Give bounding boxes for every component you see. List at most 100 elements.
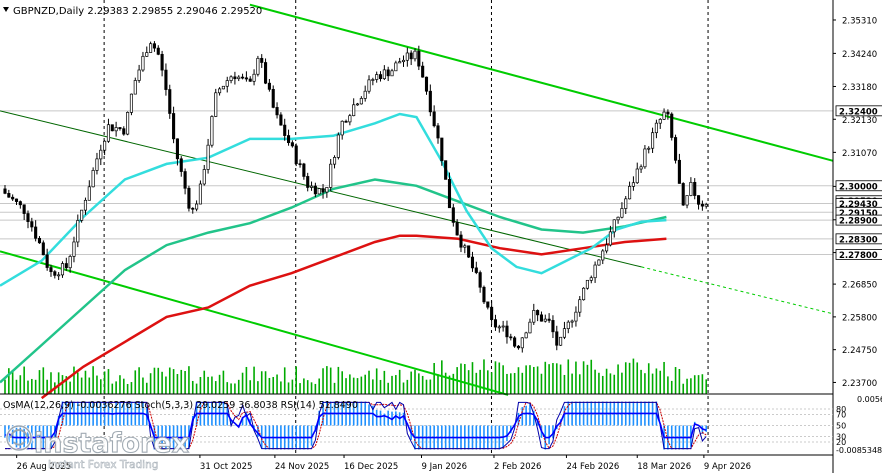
osma-min-label: -0.0085348 — [836, 446, 882, 455]
candle-body — [700, 203, 704, 207]
candle-body — [551, 320, 555, 333]
candle-body — [386, 69, 390, 77]
candle-body — [183, 171, 187, 189]
price-tick-label: 2.33180 — [842, 83, 877, 93]
candle-body — [516, 345, 521, 349]
date-tick-label: 26 Aug 2025 — [17, 462, 71, 472]
candle-body — [160, 53, 164, 71]
mid-moving-average-line — [0, 178, 667, 384]
candle-body — [451, 207, 455, 223]
candle-body — [440, 137, 444, 162]
candle-body — [198, 183, 202, 205]
candle-body — [562, 328, 566, 338]
candle-body — [658, 118, 662, 124]
candle-body — [202, 169, 206, 185]
candle-body — [103, 140, 107, 151]
candle-body — [612, 219, 616, 233]
candle-body — [382, 69, 386, 80]
candle-body — [332, 157, 337, 165]
date-tick-label: 18 Mar 2026 — [637, 462, 691, 472]
price-tick-label: 2.34240 — [842, 50, 877, 60]
candle-body — [559, 336, 563, 346]
candle-body — [597, 259, 601, 266]
candle-body — [110, 124, 114, 132]
candle-body — [375, 74, 379, 80]
candle-body — [30, 221, 34, 228]
candle-body — [294, 145, 298, 165]
date-tick-label: 2 Feb 2026 — [494, 462, 542, 472]
candle-body — [60, 263, 65, 276]
candle-body — [474, 267, 478, 273]
candle-body — [175, 138, 179, 160]
candle-body — [566, 321, 570, 330]
candle-body — [555, 331, 559, 346]
candle-body — [677, 159, 681, 184]
candle-body — [524, 332, 528, 339]
candle-body — [57, 274, 61, 277]
candle-body — [486, 301, 490, 308]
candle-body — [371, 79, 375, 81]
level-tag-label: 2.29150 — [839, 209, 878, 219]
level-tag-label: 2.29430 — [839, 200, 878, 210]
candle-body — [298, 163, 302, 166]
candle-body — [424, 76, 429, 92]
candle-body — [620, 208, 624, 218]
candle-body — [283, 124, 287, 136]
price-tick-label: 2.31070 — [842, 149, 877, 159]
candle-body — [271, 88, 275, 108]
candle-body — [336, 134, 340, 158]
candle-body — [95, 158, 99, 171]
candle-body — [635, 168, 639, 184]
candle-body — [578, 299, 582, 313]
volume-bars — [4, 358, 708, 394]
candle-body — [398, 61, 402, 64]
candle-body — [432, 111, 436, 127]
candle-body — [470, 256, 475, 269]
candle-body — [493, 319, 498, 328]
candle-body — [302, 163, 306, 177]
candle-body — [187, 187, 191, 209]
candle-body — [467, 245, 471, 258]
candle-body — [152, 43, 156, 49]
candle-body — [237, 76, 241, 80]
candle-body — [490, 306, 494, 320]
candle-body — [279, 114, 283, 126]
candle-body — [87, 186, 91, 201]
candle-body — [601, 250, 605, 261]
date-tick-label: 9 Jan 2026 — [421, 462, 467, 472]
candle-body — [654, 122, 658, 134]
level-tag-label: 2.32400 — [839, 107, 878, 117]
candle-body — [321, 188, 325, 193]
candle-body — [359, 98, 363, 105]
header: GBPNZD,Daily 2.29383 2.29855 2.29046 2.2… — [3, 6, 358, 411]
candle-body — [99, 149, 103, 160]
candle-body — [390, 70, 394, 77]
candle-body — [666, 111, 670, 115]
candle-body — [218, 88, 222, 94]
candle-body — [482, 286, 486, 303]
candle-body — [267, 82, 271, 90]
candle-body — [168, 89, 172, 114]
candle-body — [421, 65, 425, 78]
level-tag-label: 2.27800 — [839, 251, 878, 261]
candle-body — [528, 321, 532, 334]
candles[interactable] — [3, 41, 708, 353]
candle-body — [313, 185, 317, 195]
level-tag-label: 2.30000 — [839, 182, 878, 192]
candle-body — [593, 264, 597, 279]
dropdown-triangle-icon[interactable] — [3, 7, 9, 12]
candle-body — [80, 209, 84, 221]
osma-max-label: 0.0056286 — [857, 395, 882, 404]
price-tick-label: 2.35310 — [842, 16, 877, 26]
candle-body — [674, 137, 678, 161]
candle-body — [478, 272, 482, 288]
indicator-lines — [0, 3, 834, 400]
candle-body — [106, 124, 111, 142]
candle-body — [501, 325, 505, 328]
symbol-line: GBPNZD,Daily 2.29383 2.29855 2.29046 2.2… — [13, 6, 262, 17]
candle-body — [122, 128, 126, 135]
level-tag-box — [835, 180, 882, 192]
candle-body — [685, 195, 689, 206]
candle-body — [256, 57, 260, 75]
